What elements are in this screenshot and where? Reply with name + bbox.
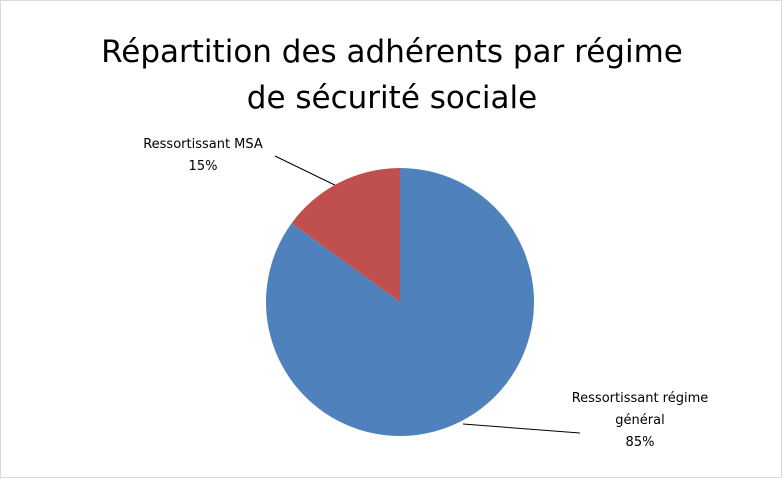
pie-slice — [291, 168, 400, 302]
chart-title: de sécurité sociale — [246, 80, 538, 116]
pie-slice — [266, 168, 534, 436]
category-label: Ressortissant régime général — [571, 391, 709, 428]
data-label: Ressortissant MSA 15% — [138, 134, 268, 178]
leader-line — [274, 155, 346, 191]
value-label: 15% — [188, 159, 218, 174]
leader-line — [462, 423, 581, 434]
value-label: 85% — [625, 435, 655, 450]
category-label: Ressortissant MSA — [143, 137, 263, 152]
data-label: Ressortissant régime général 85% — [560, 388, 720, 454]
chart-title: Répartition des adhérents par régime — [101, 34, 683, 70]
